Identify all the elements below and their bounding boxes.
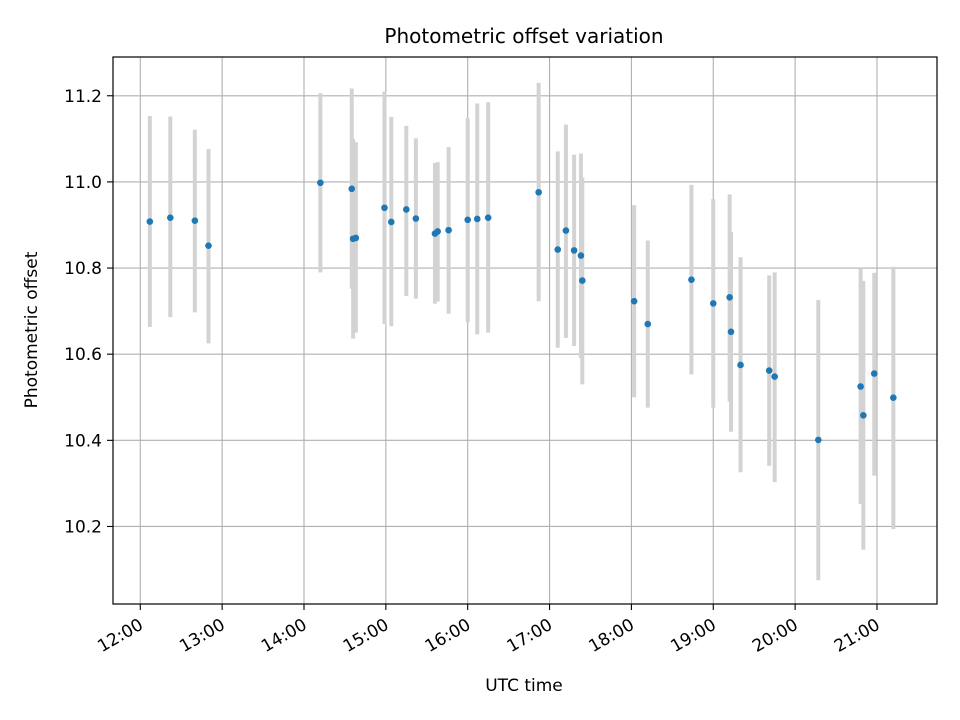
data-point	[388, 218, 395, 226]
data-point	[737, 361, 744, 369]
y-tick-label: 10.4	[64, 431, 102, 451]
data-point	[352, 234, 360, 242]
data-point	[381, 204, 388, 212]
y-tick-label: 10.8	[64, 259, 102, 279]
data-point	[727, 328, 735, 336]
grid-lines	[113, 57, 937, 604]
chart-title: Photometric offset variation	[384, 24, 663, 48]
y-tick-label: 10.2	[64, 517, 102, 537]
data-point	[166, 214, 174, 221]
data-point	[191, 217, 199, 224]
data-point	[870, 370, 878, 377]
y-axis-ticks: 10.2 10.4 10.6 10.8 11.0 11.2	[64, 87, 113, 537]
data-point	[644, 320, 652, 328]
data-point	[484, 214, 492, 221]
data-point	[630, 297, 638, 305]
y-tick-label: 11.0	[64, 173, 102, 193]
data-point	[688, 276, 695, 283]
data-point	[857, 383, 864, 390]
data-point	[445, 226, 452, 234]
data-point	[771, 373, 778, 380]
data-point	[317, 179, 324, 187]
y-axis-label: Photometric offset	[22, 251, 42, 408]
data-point	[412, 215, 420, 222]
data-point	[709, 300, 717, 307]
data-points	[146, 179, 897, 444]
data-point	[554, 246, 562, 253]
data-point	[860, 412, 867, 419]
data-point	[815, 436, 822, 444]
data-point	[765, 367, 773, 374]
x-axis-label: UTC time	[485, 676, 563, 696]
data-point	[403, 206, 410, 213]
data-point	[726, 294, 733, 301]
plot-frame	[112, 56, 938, 605]
data-point	[578, 277, 586, 284]
data-point	[434, 228, 441, 235]
data-point	[473, 215, 481, 223]
data-point	[535, 188, 542, 196]
data-point	[890, 394, 897, 401]
data-point	[577, 252, 585, 259]
data-point	[146, 218, 154, 225]
data-point	[348, 185, 356, 193]
data-point	[205, 242, 212, 249]
data-point	[464, 216, 472, 224]
data-point	[562, 227, 570, 234]
y-tick-label: 10.6	[64, 345, 102, 365]
data-point	[570, 247, 578, 254]
y-tick-label: 11.2	[64, 87, 102, 107]
